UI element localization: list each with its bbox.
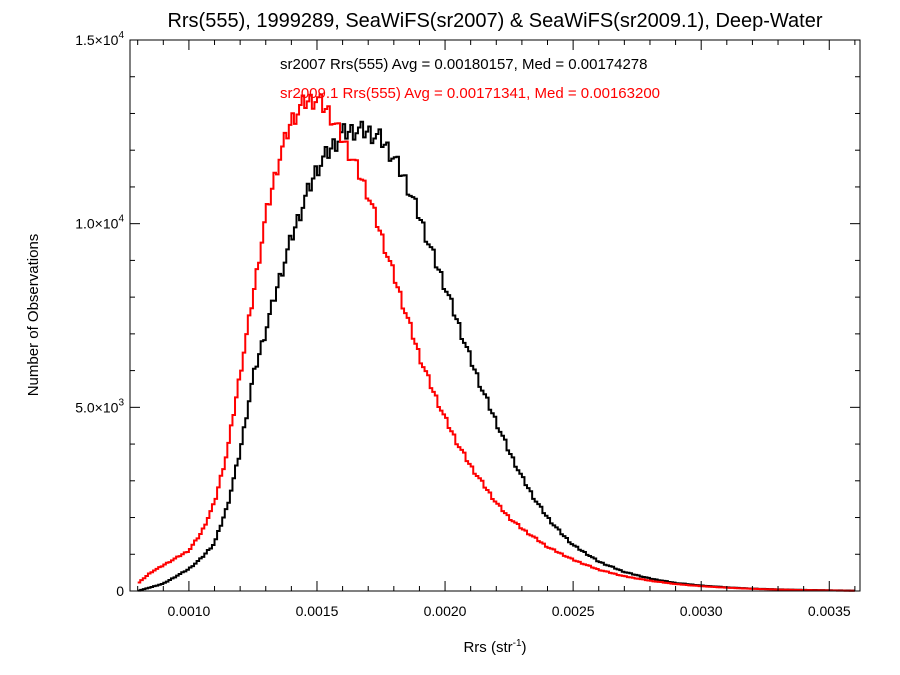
annotation-sr2007: sr2007 Rrs(555) Avg = 0.00180157, Med = … (280, 56, 648, 73)
x-tick-label: 0.0015 (296, 603, 339, 619)
x-tick-label: 0.0025 (552, 603, 595, 619)
chart-title: Rrs(555), 1999289, SeaWiFS(sr2007) & Sea… (167, 10, 822, 32)
x-axis-label-sup: -1 (513, 638, 522, 649)
y-tick-label: 5.0×103 (75, 397, 124, 415)
x-tick-label: 0.0010 (167, 603, 210, 619)
x-axis-label-main: Rrs (str (463, 639, 512, 656)
series-layer (137, 93, 855, 592)
y-tick-label: 1.5×104 (75, 30, 124, 48)
x-axis-label: Rrs (str-1) (463, 638, 526, 656)
y-axis-label: Number of Observations (25, 234, 42, 397)
axes-layer: 0.0010 0.0015 0.0020 0.0025 0.0030 0.0035 0 5.0… (75, 30, 860, 619)
y-tick-label: 0 (116, 583, 124, 599)
x-tick-label: 0.0030 (680, 603, 723, 619)
series-line-sr2009-1 (137, 93, 855, 592)
annotation-sr2009-1: sr2009.1 Rrs(555) Avg = 0.00171341, Med … (280, 85, 660, 102)
y-tick-label: 1.0×104 (75, 214, 124, 232)
x-tick-label: 0.0035 (808, 603, 851, 619)
x-tick-label: 0.0020 (424, 603, 467, 619)
plot-frame (129, 39, 861, 592)
series-line-sr2007 (137, 120, 855, 592)
x-axis-label-close: ) (522, 639, 527, 656)
